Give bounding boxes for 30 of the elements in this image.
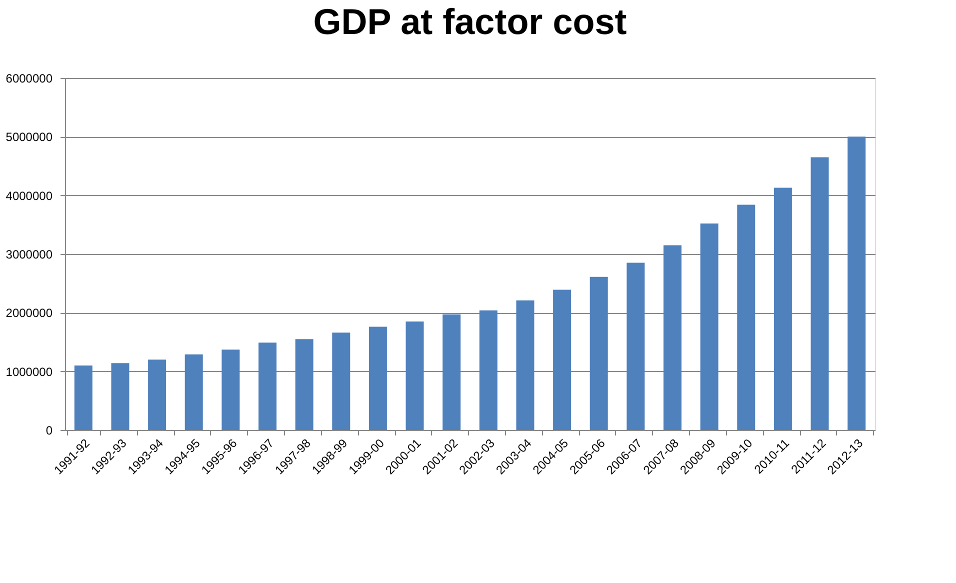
y-tick-label: 3000000 — [6, 248, 53, 262]
bar — [553, 290, 572, 430]
bar — [664, 245, 682, 430]
bar — [258, 342, 276, 430]
y-tick-label: 2000000 — [6, 306, 53, 320]
bar — [737, 204, 756, 430]
bar — [184, 354, 203, 430]
bar — [700, 223, 718, 430]
bar — [774, 188, 792, 430]
bar — [590, 276, 608, 430]
y-tick-label: 1000000 — [6, 364, 53, 379]
bar — [516, 300, 534, 430]
bar — [368, 326, 387, 430]
chart-title: GDP at factor cost — [313, 1, 627, 42]
bar — [810, 157, 829, 430]
bar — [74, 365, 92, 430]
bar — [626, 262, 645, 430]
y-tick-label: 5000000 — [6, 130, 53, 144]
bar — [111, 363, 130, 430]
bar — [295, 339, 314, 430]
y-tick-label: 0 — [46, 424, 53, 438]
bar — [332, 332, 350, 430]
bar — [479, 310, 498, 430]
bar — [442, 314, 461, 430]
bar — [222, 350, 240, 430]
bar — [406, 321, 424, 430]
y-tick-label: 4000000 — [6, 188, 53, 203]
y-tick-label: 6000000 — [6, 72, 53, 86]
bar — [848, 136, 866, 430]
bar — [148, 360, 166, 430]
